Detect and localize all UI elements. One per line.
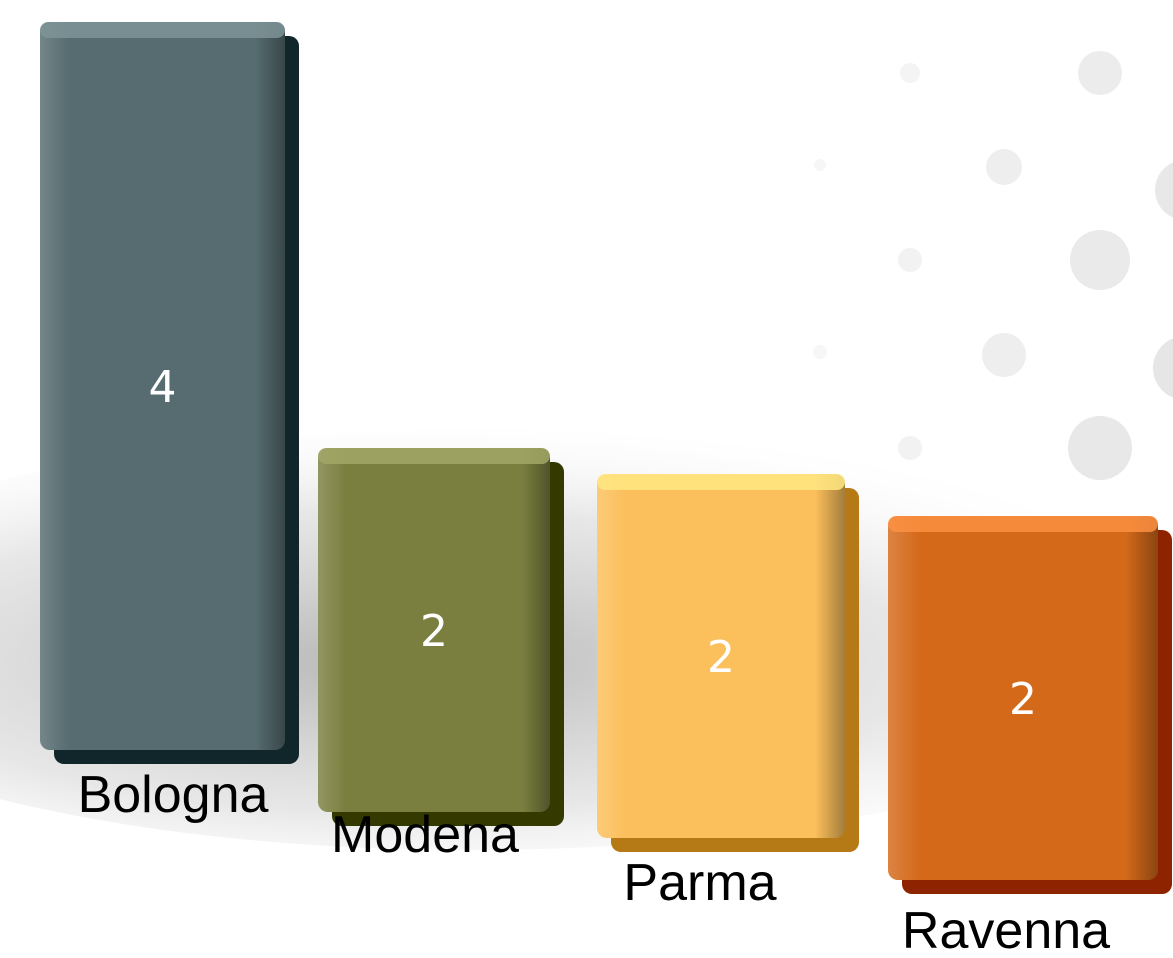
bg-dot — [1068, 416, 1132, 480]
category-label: Parma — [623, 854, 776, 912]
value-label: 4 — [149, 362, 177, 413]
bg-dot — [1070, 230, 1130, 290]
value-label: 2 — [1009, 674, 1037, 725]
bars: 4 2 2 2 — [40, 22, 1172, 894]
bg-dot — [1078, 51, 1122, 95]
bg-dot — [1153, 338, 1173, 398]
category-label: Ravenna — [902, 902, 1110, 958]
value-label: 2 — [707, 632, 735, 683]
category-label: Bologna — [78, 766, 269, 824]
bar: 2 — [888, 516, 1172, 894]
bg-dot — [986, 149, 1022, 185]
bar: 4 — [40, 22, 299, 764]
bar: 2 — [318, 448, 564, 826]
bar-top — [40, 22, 285, 38]
bg-dot — [814, 159, 826, 171]
bg-dot — [813, 345, 827, 359]
bar: 2 — [597, 474, 859, 852]
bg-dot — [1155, 162, 1173, 218]
value-label: 2 — [420, 606, 448, 657]
category-labels: Bologna Modena Parma Ravenna — [78, 766, 1111, 958]
bar-top — [597, 474, 845, 490]
bar-shine — [40, 22, 285, 750]
bar-top — [888, 516, 1158, 532]
bg-dot — [982, 333, 1026, 377]
bg-dot — [900, 63, 920, 83]
bar-shine — [597, 474, 845, 838]
bg-dot — [898, 248, 922, 272]
bar-top — [318, 448, 550, 464]
bg-dot — [898, 436, 922, 460]
bar-shine — [888, 516, 1158, 880]
category-label: Modena — [331, 806, 519, 864]
bar-shine — [318, 448, 550, 812]
